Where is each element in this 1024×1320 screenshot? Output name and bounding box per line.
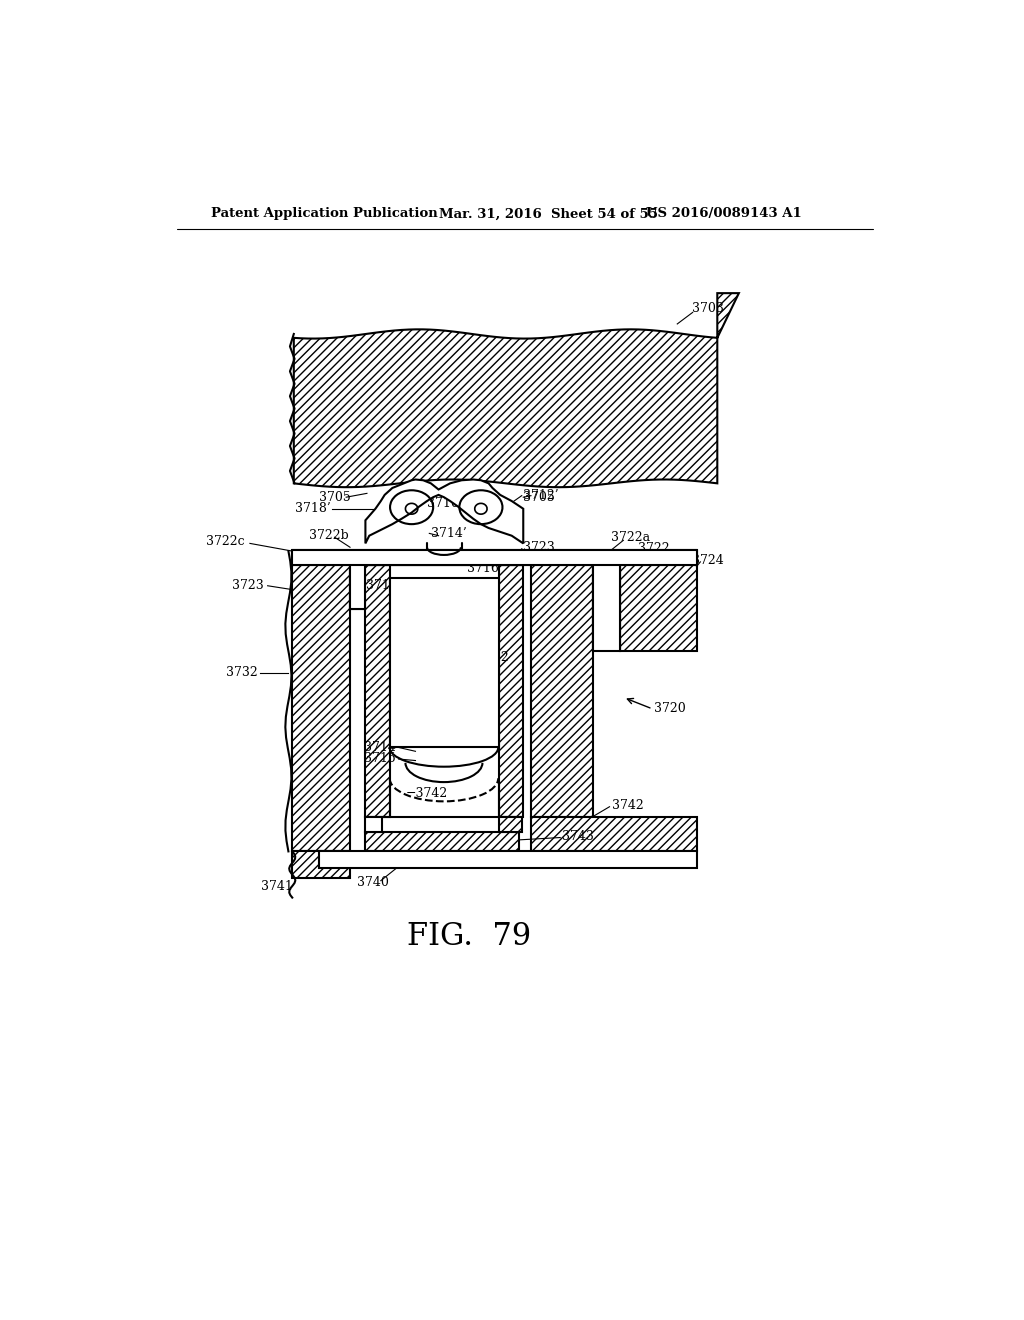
- Bar: [366, 565, 390, 817]
- Text: 3723: 3723: [232, 579, 264, 593]
- Bar: [366, 817, 382, 832]
- Text: 3722c: 3722c: [206, 536, 245, 548]
- Text: 3722a: 3722a: [611, 531, 650, 544]
- Text: 3716: 3716: [467, 561, 499, 574]
- Text: 3741: 3741: [261, 879, 293, 892]
- Bar: [350, 552, 366, 609]
- Text: 3705: 3705: [319, 491, 351, 504]
- Text: 3720: 3720: [654, 702, 686, 715]
- Text: 3715: 3715: [365, 752, 396, 766]
- Text: Patent Application Publication: Patent Application Publication: [211, 207, 438, 220]
- Text: −3742: −3742: [406, 787, 449, 800]
- Text: 3718’: 3718’: [295, 502, 331, 515]
- Text: 3728: 3728: [369, 556, 400, 569]
- Text: 3723: 3723: [523, 541, 555, 554]
- Text: 3705: 3705: [523, 491, 555, 504]
- Text: 3712’: 3712’: [523, 490, 559, 502]
- Text: 3742: 3742: [611, 799, 643, 812]
- Text: 3712: 3712: [477, 651, 509, 664]
- Bar: [366, 832, 519, 851]
- Text: 3716’: 3716’: [427, 496, 463, 510]
- Text: 3740: 3740: [357, 875, 389, 888]
- Bar: [319, 851, 696, 869]
- Text: Mar. 31, 2016  Sheet 54 of 55: Mar. 31, 2016 Sheet 54 of 55: [438, 207, 657, 220]
- Bar: [499, 817, 521, 832]
- Bar: [292, 549, 696, 565]
- Bar: [390, 578, 499, 747]
- Text: 3724: 3724: [692, 554, 724, 566]
- Text: US 2016/0089143 A1: US 2016/0089143 A1: [646, 207, 802, 220]
- Text: 3722b: 3722b: [309, 529, 349, 543]
- Bar: [292, 851, 350, 878]
- Text: 3722: 3722: [638, 541, 670, 554]
- Text: 3732: 3732: [226, 667, 258, 680]
- Bar: [531, 817, 696, 851]
- Polygon shape: [366, 479, 523, 544]
- Bar: [499, 565, 523, 817]
- Bar: [531, 552, 593, 817]
- Bar: [292, 552, 350, 851]
- Bar: [593, 552, 620, 651]
- Text: FIG.  79: FIG. 79: [408, 920, 531, 952]
- Polygon shape: [294, 293, 739, 487]
- Text: 3714: 3714: [365, 741, 396, 754]
- Text: 3703: 3703: [692, 302, 724, 315]
- Text: 3714’: 3714’: [431, 527, 467, 540]
- Text: 3718: 3718: [366, 579, 397, 593]
- Bar: [620, 552, 696, 651]
- Polygon shape: [294, 293, 739, 487]
- Text: 3743: 3743: [562, 829, 594, 842]
